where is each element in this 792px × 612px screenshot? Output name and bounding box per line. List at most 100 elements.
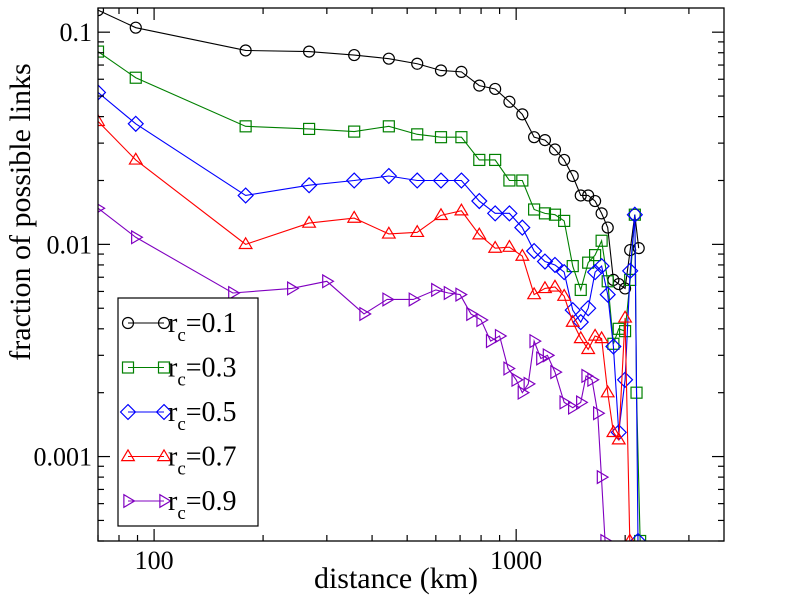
legend-label-subscript: c <box>177 503 185 524</box>
legend-label-value: =0.1 <box>186 308 237 339</box>
data-point-triangle-right <box>382 292 395 307</box>
data-point-triangle-right <box>593 405 606 421</box>
data-point-circle <box>516 108 529 121</box>
series-4 <box>98 113 635 541</box>
data-point-triangle-right <box>431 282 444 298</box>
data-point-triangle-right <box>408 292 422 307</box>
data-point-circle <box>157 316 171 330</box>
data-point-square <box>239 120 252 133</box>
data-point-diamond <box>408 172 426 189</box>
data-point-square <box>98 45 105 58</box>
legend-label-value: =0.7 <box>186 442 237 473</box>
data-point-triangle-right <box>503 361 516 376</box>
x-tick-label: 100 <box>135 546 174 575</box>
legend-label-main: r <box>168 442 178 473</box>
y-tick-label: 0.1 <box>60 18 93 47</box>
data-point-circle <box>538 134 552 147</box>
data-point-triangle <box>573 330 589 344</box>
data-point-square <box>157 361 171 374</box>
data-point-circle <box>588 194 602 208</box>
data-point-triangle <box>120 448 136 462</box>
data-point-triangle <box>625 533 635 541</box>
data-point-diamond <box>525 242 543 260</box>
legend-item: rc=0.5 <box>119 397 237 435</box>
data-point-diamond <box>127 115 145 133</box>
data-point-circle <box>473 79 486 92</box>
data-point-circle <box>632 242 645 255</box>
data-point-triangle-right <box>123 493 136 509</box>
data-point-triangle <box>502 239 517 252</box>
x-tick-label: 1000 <box>490 546 542 575</box>
data-point-diamond <box>453 172 470 189</box>
data-point-triangle-right <box>98 203 106 213</box>
series-2 <box>98 45 647 541</box>
data-point-triangle-right <box>550 364 563 380</box>
data-point-triangle-right <box>131 229 144 245</box>
legend-item: rc=0.9 <box>123 486 237 524</box>
data-point-triangle <box>600 384 616 398</box>
data-point-triangle-right <box>536 351 549 366</box>
data-point-triangle <box>580 341 596 355</box>
data-point-triangle-right <box>159 493 172 509</box>
data-point-triangle-right <box>455 287 468 302</box>
data-point-triangle-right <box>443 285 457 301</box>
legend-label-main: r <box>168 308 178 339</box>
data-point-diamond <box>593 257 610 275</box>
data-point-triangle-right <box>359 306 372 322</box>
legend-label-value: =0.9 <box>186 486 237 517</box>
data-point-square <box>455 131 468 144</box>
legend-label-subscript: c <box>177 414 185 435</box>
data-point-triangle <box>98 113 106 127</box>
data-point-triangle <box>537 280 553 294</box>
series-line <box>98 207 606 541</box>
data-point-triangle <box>128 152 144 165</box>
data-point-square <box>434 131 448 144</box>
data-point-triangle-right <box>523 376 537 392</box>
series-line <box>98 9 640 290</box>
data-point-triangle-right <box>529 333 542 349</box>
data-point-circle <box>121 316 135 330</box>
legend-label-main: r <box>168 353 178 384</box>
legend-label: rc=0.7 <box>168 442 237 480</box>
axis-ticks <box>97 8 724 542</box>
data-point-triangle-right <box>542 347 556 363</box>
data-point-square <box>595 234 608 247</box>
legend-label-main: r <box>168 397 178 428</box>
data-point-square <box>582 256 595 269</box>
data-point-triangle <box>547 279 563 292</box>
legend-item: rc=0.1 <box>121 308 237 346</box>
data-point-triangle <box>346 210 362 223</box>
legend-label-subscript: c <box>177 459 185 480</box>
series-5 <box>98 203 613 541</box>
legend-label: rc=0.5 <box>168 397 237 435</box>
data-point-diamond <box>605 338 622 355</box>
data-point-triangle <box>301 215 317 228</box>
data-point-triangle <box>587 328 603 341</box>
data-point-square <box>303 122 316 136</box>
data-point-triangle-right <box>600 533 613 541</box>
data-point-circle <box>98 8 105 17</box>
data-point-diamond <box>98 84 107 101</box>
data-point-diamond <box>380 167 398 185</box>
y-tick-label: 0.001 <box>34 443 93 472</box>
series-layer <box>98 8 647 541</box>
data-point-square <box>558 214 571 228</box>
data-point-triangle <box>238 236 254 250</box>
legend-item: rc=0.7 <box>120 442 237 480</box>
data-point-triangle-right <box>576 395 589 410</box>
data-point-circle <box>411 57 424 70</box>
y-axis-title: fraction of possible links <box>4 63 37 360</box>
data-point-circle <box>595 207 608 220</box>
data-point-square <box>348 125 361 138</box>
data-point-diamond <box>155 403 173 421</box>
data-point-triangle-right <box>596 469 610 485</box>
data-point-circle <box>548 143 562 156</box>
legend-label: rc=0.1 <box>168 308 237 346</box>
data-point-diamond <box>432 172 450 189</box>
legend-label: rc=0.3 <box>168 353 237 391</box>
data-point-diamond <box>501 205 518 222</box>
data-point-circle <box>455 65 468 78</box>
data-point-square <box>382 120 395 133</box>
x-axis-title: distance (km) <box>314 562 478 595</box>
